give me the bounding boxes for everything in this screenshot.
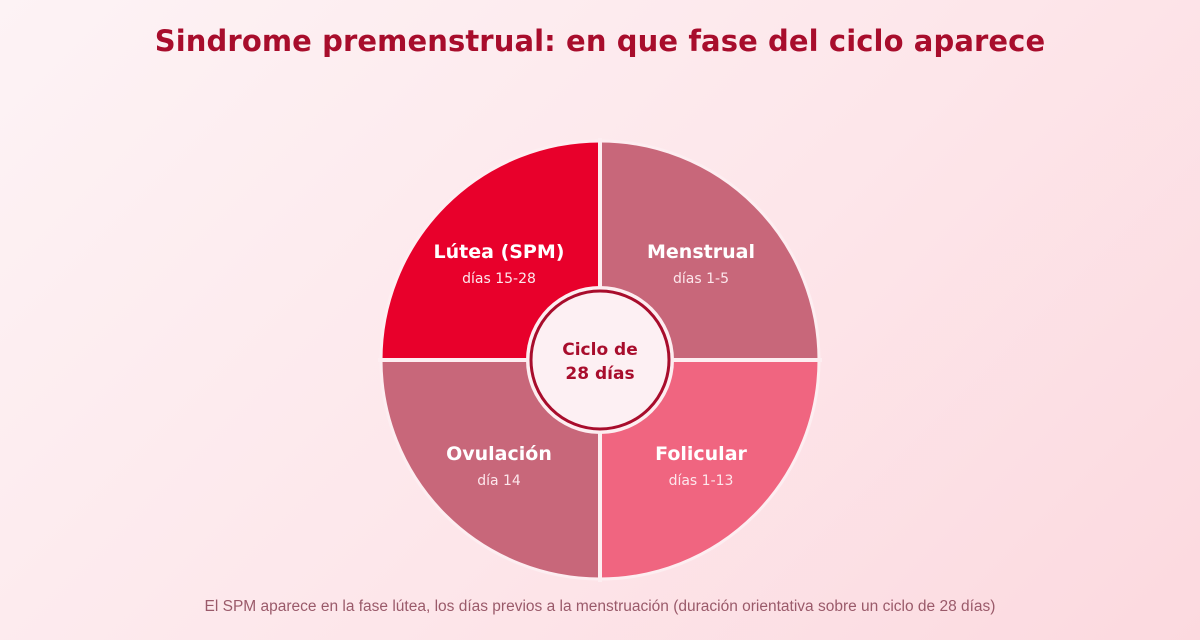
center-label-line2: 28 días bbox=[565, 364, 634, 384]
phase-days-ovulacion: día 14 bbox=[477, 473, 521, 489]
phase-days-menstrual: días 1-5 bbox=[673, 271, 729, 287]
outer-rim bbox=[379, 139, 821, 581]
center-hub bbox=[529, 289, 671, 431]
phase-quadrant-menstrual bbox=[600, 142, 818, 360]
phase-quadrant-folicular bbox=[600, 360, 818, 578]
phase-name-folicular: Folicular bbox=[655, 443, 747, 465]
phase-name-lutea: Lútea (SPM) bbox=[434, 241, 565, 263]
phase-days-lutea: días 15-28 bbox=[462, 271, 536, 287]
phase-days-folicular: días 1-13 bbox=[669, 473, 734, 489]
page-title: Sindrome premenstrual: en que fase del c… bbox=[154, 24, 1046, 58]
center-label-line1: Ciclo de bbox=[562, 340, 638, 360]
caption: El SPM aparece en la fase lútea, los día… bbox=[204, 598, 996, 615]
phase-name-menstrual: Menstrual bbox=[647, 241, 755, 263]
phase-quadrant-ovulacion bbox=[382, 360, 600, 578]
phase-name-ovulacion: Ovulación bbox=[446, 443, 552, 465]
phase-quadrant-lutea bbox=[382, 142, 600, 360]
